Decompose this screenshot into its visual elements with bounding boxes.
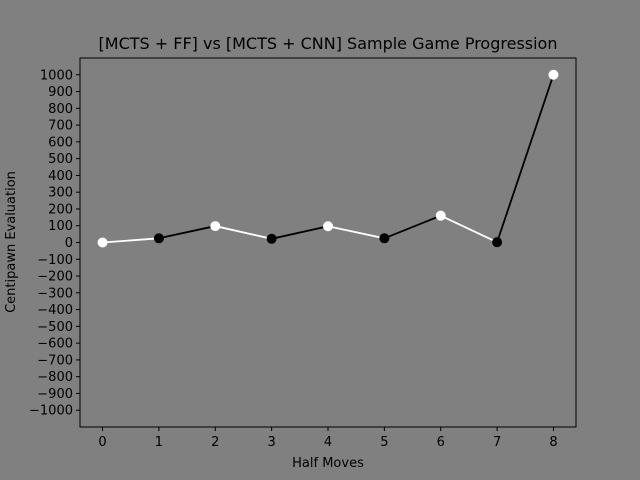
- x-tick-label: 7: [493, 435, 501, 450]
- x-tick-label: 3: [267, 435, 275, 450]
- y-tick-label: −1000: [29, 404, 73, 419]
- y-tick-label: 900: [48, 85, 73, 100]
- y-tick-label: −500: [37, 320, 73, 335]
- series-segment: [440, 214, 498, 243]
- series-segment: [102, 237, 159, 244]
- y-axis-label: Centipawn Evaluation: [4, 171, 19, 313]
- y-tick-label: 200: [48, 202, 73, 217]
- x-tick-label: 1: [155, 435, 163, 450]
- data-point: [210, 221, 221, 232]
- series-points: [97, 69, 559, 248]
- x-tick-label: 6: [437, 435, 445, 450]
- x-tick-label: 4: [324, 435, 332, 450]
- series-segment: [271, 225, 329, 240]
- y-tick-label: 800: [48, 102, 73, 117]
- y-tick-label: 700: [48, 119, 73, 134]
- y-tick-label: 100: [48, 219, 73, 234]
- y-tick-label: −300: [37, 286, 73, 301]
- series-segment: [158, 225, 216, 240]
- data-point: [153, 233, 164, 244]
- data-point: [323, 221, 333, 232]
- y-tick-label: −900: [37, 387, 73, 402]
- data-point: [548, 69, 559, 80]
- y-tick-label: −800: [37, 370, 73, 385]
- series-segment: [215, 225, 272, 240]
- x-tick-label: 0: [98, 435, 106, 450]
- x-tick-label: 2: [211, 435, 219, 450]
- y-tick-label: −400: [37, 303, 73, 318]
- series-segment: [384, 214, 442, 240]
- x-tick-label: 8: [549, 435, 557, 450]
- y-tick-label: 0: [65, 236, 73, 251]
- series-segment: [496, 74, 555, 243]
- y-tick-label: 1000: [40, 68, 73, 83]
- y-tick-label: −100: [37, 253, 73, 268]
- data-point: [97, 237, 108, 248]
- chart-title: [MCTS + FF] vs [MCTS + CNN] Sample Game …: [99, 34, 558, 53]
- data-point: [435, 210, 446, 221]
- data-point: [379, 233, 390, 244]
- y-tick-label: 500: [48, 152, 73, 167]
- data-point: [266, 233, 277, 244]
- y-tick-label: −700: [37, 353, 73, 368]
- x-axis-label: Half Moves: [292, 456, 364, 471]
- y-tick-label: −200: [37, 270, 73, 285]
- y-tick-label: −600: [37, 337, 73, 352]
- y-tick-label: 300: [48, 186, 73, 201]
- y-tick-label: 600: [48, 135, 73, 150]
- data-point: [492, 237, 503, 248]
- series-segments: [102, 74, 555, 244]
- y-axis: 10009008007006005004003002001000−100−200…: [29, 68, 80, 419]
- y-tick-label: 400: [48, 169, 73, 184]
- series-segment: [327, 225, 385, 240]
- x-axis: 0 1 2 3 4 5 6 7 8: [98, 427, 558, 450]
- x-tick-label: 5: [380, 435, 388, 450]
